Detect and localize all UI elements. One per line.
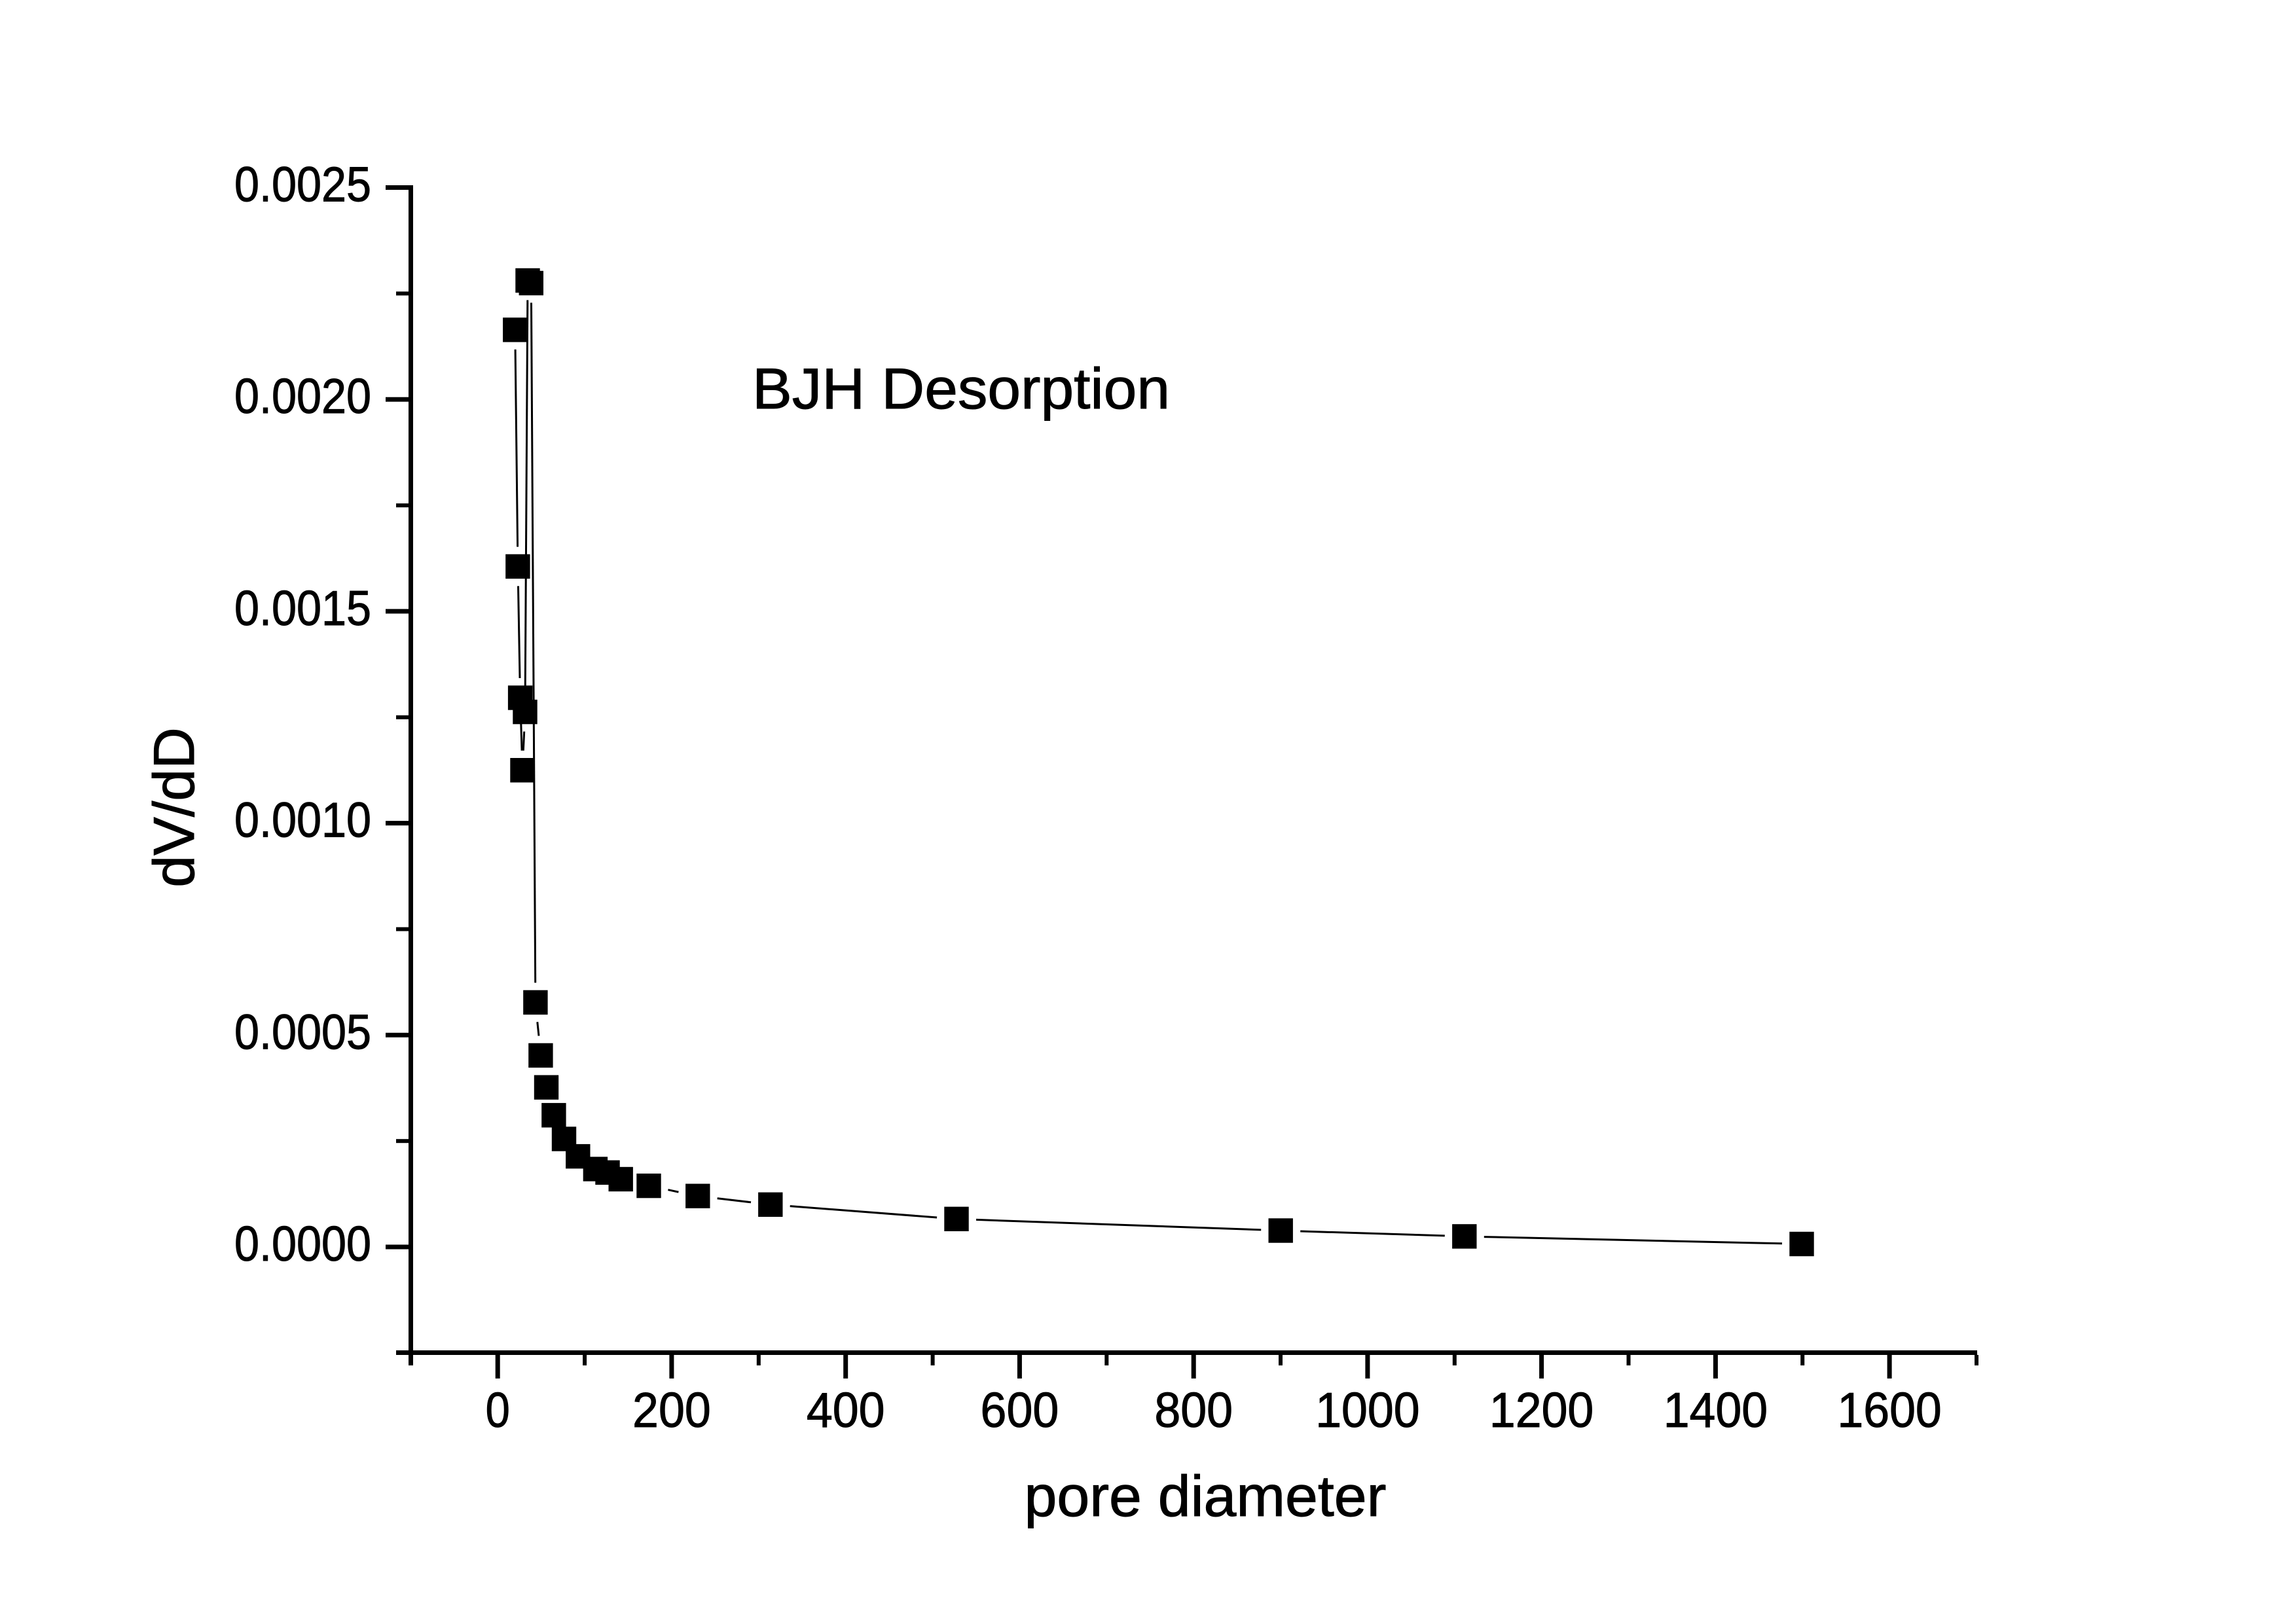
svg-text:dV/dD: dV/dD [141,727,206,888]
svg-text:600: 600 [981,1382,1059,1437]
svg-text:0.0000: 0.0000 [234,1216,371,1271]
svg-text:0.0005: 0.0005 [234,1004,371,1059]
svg-text:1600: 1600 [1837,1382,1941,1437]
svg-text:BJH Desorption: BJH Desorption [752,356,1170,421]
svg-text:800: 800 [1154,1382,1233,1437]
svg-text:0.0020: 0.0020 [234,369,371,424]
svg-text:0: 0 [486,1382,510,1437]
svg-text:200: 200 [632,1382,711,1437]
svg-text:0.0025: 0.0025 [234,157,371,212]
svg-text:0.0010: 0.0010 [234,793,371,848]
svg-text:1200: 1200 [1489,1382,1594,1437]
svg-text:pore diameter: pore diameter [1025,1464,1387,1528]
svg-text:400: 400 [807,1382,885,1437]
svg-text:0.0015: 0.0015 [234,581,371,636]
svg-text:1000: 1000 [1315,1382,1419,1437]
svg-text:1400: 1400 [1664,1382,1768,1437]
